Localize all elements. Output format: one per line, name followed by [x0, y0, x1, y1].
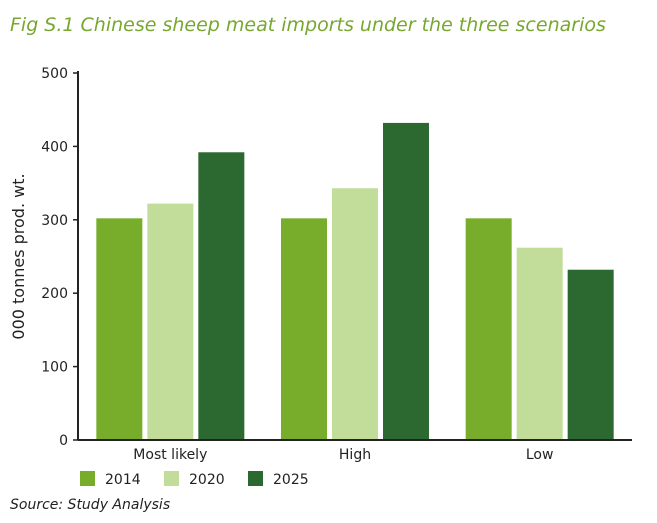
y-tick-label: 500: [41, 66, 68, 82]
legend-label-2014: 2014: [105, 472, 141, 488]
legend-label-2025: 2025: [273, 472, 309, 488]
legend-swatch-2014: [80, 471, 95, 486]
y-tick-label: 400: [41, 139, 68, 155]
bar-high-2020: [332, 188, 378, 440]
legend-label-2020: 2020: [189, 472, 225, 488]
bar-most-likely-2014: [96, 218, 143, 440]
bar-low-2020: [516, 247, 563, 440]
bar-high-2025: [383, 122, 429, 441]
x-tick-label: High: [339, 447, 371, 463]
y-tick-label: 300: [41, 213, 68, 229]
bar-low-2025: [567, 269, 614, 440]
bar-most-likely-2025: [198, 152, 245, 440]
bars-group: [96, 122, 614, 441]
bar-low-2014: [465, 218, 512, 440]
legend: 2014 2020 2025: [80, 471, 309, 488]
x-tick-label: Low: [526, 447, 554, 463]
chart-title: Fig S.1 Chinese sheep meat imports under…: [10, 14, 606, 36]
legend-swatch-2020: [164, 471, 179, 486]
axes-group: Most likely High Low 0 100 200 300 400 500 000 to…: [9, 66, 632, 463]
legend-swatch-2025: [248, 471, 263, 486]
source-note: Source: Study Analysis: [10, 497, 171, 513]
bar-most-likely-2020: [147, 203, 194, 440]
bar-high-2014: [281, 218, 327, 440]
y-tick-label: 0: [59, 433, 68, 449]
y-axis-title: 000 tonnes prod. wt.: [9, 173, 28, 339]
x-tick-label: Most likely: [133, 447, 207, 463]
y-tick-label: 200: [41, 286, 68, 302]
y-tick-label: 100: [41, 360, 68, 376]
